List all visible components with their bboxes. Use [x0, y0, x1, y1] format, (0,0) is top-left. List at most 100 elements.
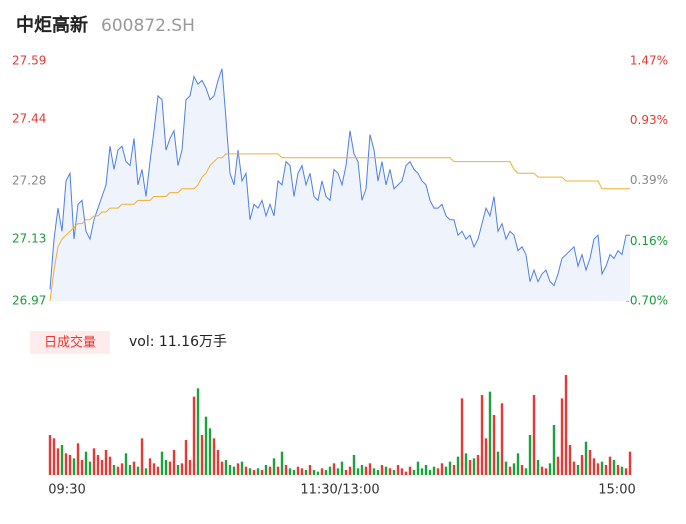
volume-bar	[240, 461, 244, 475]
y2-tick-label: 1.47%	[630, 54, 668, 68]
volume-bar	[460, 398, 464, 475]
volume-bar	[600, 461, 604, 475]
volume-bar	[80, 460, 84, 475]
volume-bar	[100, 460, 104, 475]
volume-bar	[104, 450, 108, 475]
volume-bar	[180, 463, 184, 475]
volume-bar	[228, 465, 232, 475]
volume-bar	[184, 440, 188, 475]
volume-legend: 日成交量	[44, 335, 96, 351]
volume-bar	[620, 466, 624, 475]
volume-bar	[372, 468, 376, 475]
volume-bar	[356, 468, 360, 475]
volume-bar	[408, 466, 412, 475]
volume-bar	[296, 466, 300, 475]
volume-bar	[588, 450, 592, 475]
volume-bar	[208, 428, 212, 475]
volume-bar	[452, 465, 456, 475]
volume-bar	[192, 396, 196, 475]
volume-bar	[448, 461, 452, 475]
volume-bar	[608, 456, 612, 475]
volume-bar	[432, 466, 436, 475]
volume-bar	[612, 460, 616, 475]
volume-bar	[140, 438, 144, 475]
volume-bar	[352, 455, 356, 475]
volume-bar	[456, 456, 460, 475]
volume-bar	[116, 466, 120, 475]
volume-bar	[348, 466, 352, 475]
average-line	[49, 153, 630, 302]
volume-bar	[404, 471, 408, 475]
volume-bar	[624, 468, 628, 475]
volume-bar	[364, 466, 368, 475]
volume-bar	[336, 468, 340, 475]
volume-bar	[148, 458, 152, 475]
volume-bar	[244, 466, 248, 475]
volume-bar	[196, 388, 200, 475]
volume-bar	[72, 458, 76, 475]
volume-bar	[108, 456, 112, 475]
volume-bar	[260, 470, 264, 475]
volume-bar	[444, 466, 448, 475]
volume-bar	[188, 460, 192, 475]
volume-bar	[236, 463, 240, 475]
volume-bar	[536, 460, 540, 475]
volume-bar	[484, 438, 488, 475]
y2-tick-label: 0.39%	[630, 173, 668, 187]
volume-bar	[580, 455, 584, 475]
volume-bar	[176, 465, 180, 475]
volume-bar	[324, 470, 328, 475]
volume-bar	[572, 461, 576, 475]
legend-box	[30, 331, 110, 354]
volume-bar	[384, 466, 388, 475]
volume-bar	[224, 460, 228, 475]
y2-tick-label: 0.93%	[630, 113, 668, 127]
volume-bar	[596, 463, 600, 475]
volume-bar	[552, 425, 556, 475]
y-tick-label: 27.28	[12, 174, 46, 188]
volume-bar	[308, 465, 312, 475]
volume-bar	[340, 461, 344, 475]
volume-bar	[508, 466, 512, 475]
volume-bar	[532, 395, 536, 475]
volume-bar	[568, 445, 572, 475]
volume-bar	[476, 455, 480, 475]
x-tick-label: 11:30/13:00	[300, 483, 379, 498]
y-tick-label: 27.13	[12, 232, 46, 246]
x-tick-label: 15:00	[598, 483, 635, 498]
volume-bar	[284, 465, 288, 475]
volume-bar	[204, 416, 208, 475]
volume-bar	[516, 453, 520, 475]
volume-bar	[216, 450, 220, 475]
volume-bar	[300, 468, 304, 475]
volume-bar	[616, 465, 620, 475]
volume-bar	[480, 395, 484, 475]
volume-bar	[392, 470, 396, 475]
volume-bar	[164, 460, 168, 475]
volume-bar	[88, 461, 92, 475]
volume-bar	[628, 451, 632, 475]
volume-bar	[504, 461, 508, 475]
volume-bar	[316, 471, 320, 475]
volume-bar	[268, 466, 272, 475]
volume-bar	[332, 463, 336, 475]
volume-bar	[272, 458, 276, 475]
volume-bar	[560, 398, 564, 475]
stock-name: 中炬高新	[16, 14, 88, 36]
volume-bar	[368, 463, 372, 475]
y2-tick-label: -0.16%	[626, 234, 668, 248]
volume-bar	[468, 460, 472, 475]
volume-bar	[280, 451, 284, 475]
volume-bar	[56, 448, 60, 475]
volume-bar	[360, 465, 364, 475]
volume-bar	[528, 435, 532, 475]
volume-bar	[124, 453, 128, 475]
volume-bar	[512, 463, 516, 475]
volume-bar	[544, 468, 548, 475]
volume-bar	[592, 458, 596, 475]
volume-bar	[132, 461, 136, 475]
volume-bar	[136, 466, 140, 475]
volume-bar	[524, 468, 528, 475]
volume-bar	[584, 441, 588, 475]
volume-bar	[496, 451, 500, 475]
